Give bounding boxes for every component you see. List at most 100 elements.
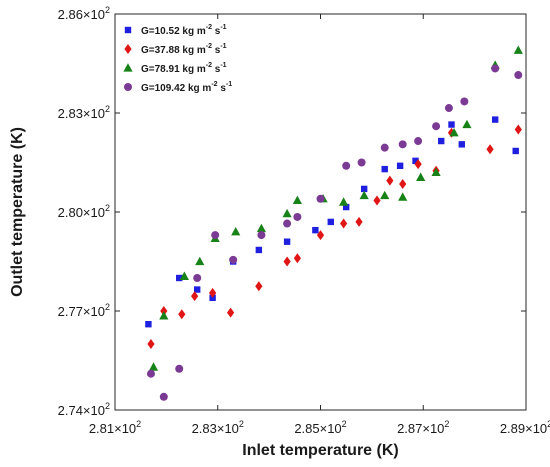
series-4: [146, 64, 523, 401]
x-tick-label: 2.87×102: [397, 419, 449, 436]
legend-marker: [123, 63, 133, 72]
x-tick-label: 2.83×102: [192, 419, 244, 436]
data-point: [339, 197, 349, 206]
data-point: [148, 362, 159, 371]
data-point: [342, 161, 351, 170]
data-point: [342, 203, 350, 211]
data-point: [193, 274, 202, 282]
data-point: [449, 128, 459, 137]
data-point: [191, 291, 199, 302]
data-point: [175, 364, 184, 373]
data-point: [229, 255, 238, 264]
axis-ticks: 2.81×102 2.83×102 2.85×102 2.87×102 2.89×102…: [58, 5, 550, 436]
legend-item: G=10.52 kg m-2 s-1: [124, 24, 227, 37]
data-point: [159, 311, 169, 320]
data-point: [176, 274, 183, 282]
data-point: [355, 216, 363, 227]
x-axis-title: Inlet temperature (K): [242, 442, 398, 459]
data-point: [179, 271, 189, 280]
data-point: [398, 192, 408, 201]
legend-label: G=37.88 kg m-2 s-1: [141, 43, 227, 56]
legend: G=10.52 kg m-2 s-1 G=37.88 kg m-2 s-1 G=78…: [123, 24, 232, 94]
data-point: [448, 121, 455, 128]
series-2: [147, 124, 522, 349]
legend-label: G=78.91 kg m-2 s-1: [141, 62, 227, 75]
y-tick-label: 2.80×102: [58, 203, 110, 220]
series-3: [148, 45, 523, 371]
data-point: [209, 287, 217, 298]
data-point: [416, 172, 426, 181]
data-point: [159, 392, 168, 401]
data-point: [458, 141, 465, 148]
data-point: [283, 219, 292, 228]
y-axis-title: Outlet temperature (K): [9, 127, 26, 297]
y-tick-label: 2.86×102: [58, 5, 110, 22]
legend-marker: [124, 83, 132, 91]
data-point: [195, 256, 205, 266]
data-point: [255, 246, 263, 254]
data-point: [381, 165, 388, 173]
data-point: [282, 208, 292, 218]
data-point: [514, 71, 523, 80]
data-point: [316, 230, 325, 241]
data-point: [398, 140, 407, 149]
legend-item: G=109.42 kg m-2 s-1: [124, 81, 232, 94]
data-point: [491, 116, 499, 123]
data-point: [512, 147, 519, 155]
data-point: [292, 195, 302, 205]
data-point: [491, 64, 500, 73]
data-point: [147, 339, 155, 349]
data-point: [386, 175, 394, 186]
data-point: [283, 238, 291, 245]
data-point: [414, 159, 422, 170]
data-point: [160, 306, 168, 316]
data-point: [380, 143, 389, 152]
data-point: [211, 231, 220, 240]
data-point: [514, 124, 522, 135]
data-point: [283, 256, 291, 267]
data-point: [431, 167, 441, 176]
data-point: [293, 253, 301, 264]
data-point: [380, 190, 390, 200]
data-point: [460, 97, 469, 106]
legend-item: G=78.91 kg m-2 s-1: [123, 62, 227, 75]
data-point: [145, 321, 152, 328]
data-point: [412, 157, 419, 165]
data-point: [414, 137, 423, 146]
data-point: [359, 190, 369, 200]
data-point: [226, 307, 235, 318]
y-tick-label: 2.77×102: [58, 302, 110, 319]
data-point: [255, 281, 263, 292]
x-tick-label: 2.85×102: [294, 419, 346, 436]
legend-label: G=10.52 kg m-2 s-1: [141, 24, 227, 37]
data-markers: [145, 45, 523, 401]
x-tick-label: 2.89×102: [500, 419, 550, 436]
data-point: [360, 185, 368, 193]
y-tick-label: 2.83×102: [58, 104, 110, 121]
data-point: [396, 162, 404, 169]
data-point: [293, 212, 302, 221]
data-point: [486, 144, 494, 155]
legend-item: G=37.88 kg m-2 s-1: [124, 43, 227, 56]
legend-label: G=109.42 kg m-2 s-1: [141, 81, 232, 94]
data-point: [444, 104, 453, 113]
data-point: [513, 45, 523, 54]
legend-marker: [124, 44, 132, 54]
legend-marker: [124, 26, 132, 34]
data-point: [432, 122, 441, 131]
data-point: [178, 309, 186, 320]
data-point: [462, 119, 472, 129]
data-point: [194, 286, 201, 293]
data-point: [340, 218, 348, 229]
data-point: [231, 227, 241, 236]
y-tick-label: 2.74×102: [58, 401, 110, 418]
data-point: [316, 194, 325, 203]
data-point: [312, 226, 319, 234]
data-point: [256, 223, 267, 233]
x-tick-label: 2.81×102: [89, 419, 141, 436]
data-point: [399, 178, 407, 189]
data-point: [327, 218, 334, 226]
data-point: [438, 137, 445, 145]
